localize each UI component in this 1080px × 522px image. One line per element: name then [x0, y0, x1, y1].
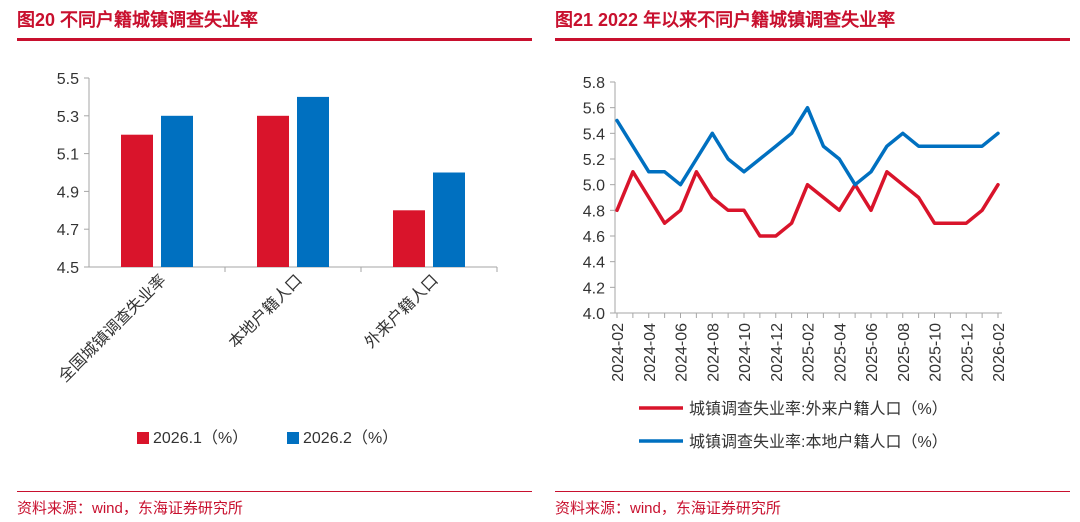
- line-legend-label: 城镇调查失业率:本地户籍人口（%）: [689, 433, 948, 451]
- bar-2-3: [433, 172, 465, 267]
- bar-legend-swatch-2: [287, 432, 299, 444]
- line-x-tick-label: 2024-02: [610, 323, 627, 382]
- line-y-tick-label: 4.0: [583, 306, 605, 323]
- line-y-tick-label: 4.6: [583, 229, 605, 246]
- bar-chart: 4.5 4.7 4.9 5.1 5.3 5.5 全国城镇调查失业率 本地户籍人口 外来户籍人口 2…: [55, 71, 498, 447]
- line-x-tick-label: 2025-02: [801, 323, 818, 382]
- line-x-tick-label: 2025-08: [896, 323, 913, 382]
- line-x-tick-label: 2024-12: [769, 323, 786, 382]
- bar-1-2: [257, 115, 289, 267]
- bar-y-tick-label: 4.7: [57, 222, 79, 239]
- bar-y-tick-label: 4.5: [57, 260, 79, 277]
- figure-21-title: 图21 2022 年以来不同户籍城镇调查失业率: [555, 10, 896, 30]
- line-series-1: [615, 170, 1000, 238]
- figure-21-source-rule: [555, 491, 1070, 492]
- line-legend-label: 城镇调查失业率:外来户籍人口（%）: [689, 400, 948, 418]
- line-series-2: [615, 105, 1000, 187]
- bar-y-tick-label: 4.9: [57, 184, 79, 201]
- bar-legend-label: 2026.2（%）: [303, 429, 398, 447]
- line-y-tick-label: 4.8: [583, 203, 605, 220]
- line-y-tick-label: 4.2: [583, 280, 605, 297]
- line-y-tick-label: 5.6: [583, 101, 605, 118]
- line-x-tick-label: 2024-06: [674, 323, 691, 382]
- bar-legend-label: 2026.1（%）: [153, 429, 248, 447]
- line-x-tick-label: 2025-10: [928, 323, 945, 382]
- figure-21-source: 资料来源：wind，东海证券研究所: [555, 500, 781, 517]
- bar-y-tick-label: 5.3: [57, 109, 79, 126]
- bar-2-2: [297, 96, 329, 268]
- line-x-tick-label: 2024-04: [642, 323, 659, 382]
- figure-21-title-rule: [555, 38, 1070, 41]
- line-y-tick-label: 5.0: [583, 178, 605, 195]
- line-y-tick-label: 5.4: [583, 126, 605, 143]
- line-y-tick-label: 5.2: [583, 152, 605, 169]
- line-x-tick-label: 2025-06: [864, 323, 881, 382]
- bar-y-tick-label: 5.5: [57, 71, 79, 88]
- bar-y-tick-label: 5.1: [57, 147, 79, 164]
- line-chart: 4.0 4.2 4.4 4.6 4.8 5.0 5.2 5.4 5.6 5.8 2024-02 202…: [583, 75, 1008, 451]
- bar-legend-swatch-1: [137, 432, 149, 444]
- line-x-tick-label: 2025-12: [959, 323, 976, 382]
- bar-category-label: 本地户籍人口: [225, 271, 306, 352]
- bar-category-label: 外来户籍人口: [361, 271, 442, 352]
- figure-20-title-rule: [17, 38, 532, 41]
- line-x-tick-label: 2025-04: [832, 323, 849, 382]
- figure-20-panel: 图20 不同户籍城镇调查失业率 4.5 4.7 4.9 5.1 5.3 5.5 全国城镇调查…: [17, 0, 532, 522]
- line-y-tick-label: 4.4: [583, 255, 605, 272]
- line-x-tick-label: 2024-10: [737, 323, 754, 382]
- bar-1-1: [121, 134, 153, 267]
- line-x-tick-label: 2026-02: [991, 323, 1008, 382]
- figure-20-source-rule: [17, 491, 532, 492]
- figure-20-source: 资料来源：wind，东海证券研究所: [17, 500, 243, 517]
- line-x-tick-label: 2024-08: [705, 323, 722, 382]
- bar-1-3: [393, 210, 425, 267]
- line-y-tick-label: 5.8: [583, 75, 605, 92]
- bar-category-label: 全国城镇调查失业率: [55, 271, 170, 386]
- figure-20-title: 图20 不同户籍城镇调查失业率: [17, 10, 259, 30]
- bar-2-1: [161, 115, 193, 267]
- figure-21-panel: 图21 2022 年以来不同户籍城镇调查失业率 4.0 4.2 4.4 4.6 4.8 5…: [555, 0, 1070, 522]
